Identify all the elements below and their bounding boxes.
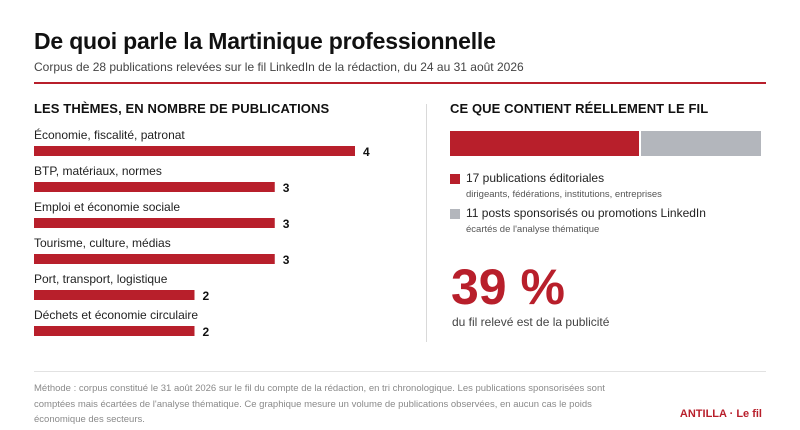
bar <box>34 290 195 300</box>
method-note: Méthode : corpus constitué le 31 août 20… <box>34 383 605 425</box>
ad-share-caption: du fil relevé est de la publicité <box>452 315 610 329</box>
category-label: Déchets et économie circulaire <box>34 308 198 322</box>
themes-bar-chart: Économie, fiscalité, patronat 4 BTP, matér… <box>34 127 370 339</box>
bar-value-label: 3 <box>283 181 290 195</box>
legend-label-editorial: 17 publications éditoriales <box>466 171 605 185</box>
legend-swatch-sponsored <box>450 209 460 219</box>
legend-note-sponsored: écartés de l'analyse thématique <box>466 224 600 235</box>
stacked-segment-editorial <box>450 131 639 156</box>
chart-title: De quoi parle la Martinique professionne… <box>34 28 496 54</box>
chart-subtitle: Corpus de 28 publications relevées sur l… <box>34 60 524 74</box>
bar-value-label: 2 <box>203 325 210 339</box>
bar <box>34 218 275 228</box>
legend-label-sponsored: 11 posts sponsorisés ou promotions Linke… <box>466 206 706 220</box>
footer-rule <box>34 371 766 372</box>
header-rule <box>34 82 766 84</box>
category-label: Tourisme, culture, médias <box>34 236 171 250</box>
bar <box>34 146 355 156</box>
column-divider <box>426 104 427 342</box>
category-label: BTP, matériaux, normes <box>34 164 162 178</box>
legend-swatch-editorial <box>450 174 460 184</box>
themes-heading: LES THÈMES, EN NOMBRE DE PUBLICATIONS <box>34 101 330 116</box>
bar-value-label: 3 <box>283 217 290 231</box>
category-label: Port, transport, logistique <box>34 272 168 286</box>
legend-note-editorial: dirigeants, fédérations, institutions, e… <box>466 189 662 200</box>
bar <box>34 326 195 336</box>
bar-value-label: 3 <box>283 253 290 267</box>
bar <box>34 182 275 192</box>
bar <box>34 254 275 264</box>
stacked-share-bar <box>450 131 761 156</box>
category-label: Économie, fiscalité, patronat <box>34 127 185 142</box>
brand-signature: ANTILLA · Le fil <box>679 408 762 420</box>
stacked-segment-sponsored <box>641 131 761 156</box>
bar-value-label: 4 <box>363 145 370 159</box>
content-heading: CE QUE CONTIENT RÉELLEMENT LE FIL <box>450 101 709 116</box>
bar-value-label: 2 <box>203 289 210 303</box>
ad-share-value: 39 % <box>451 259 565 315</box>
category-label: Emploi et économie sociale <box>34 200 180 214</box>
